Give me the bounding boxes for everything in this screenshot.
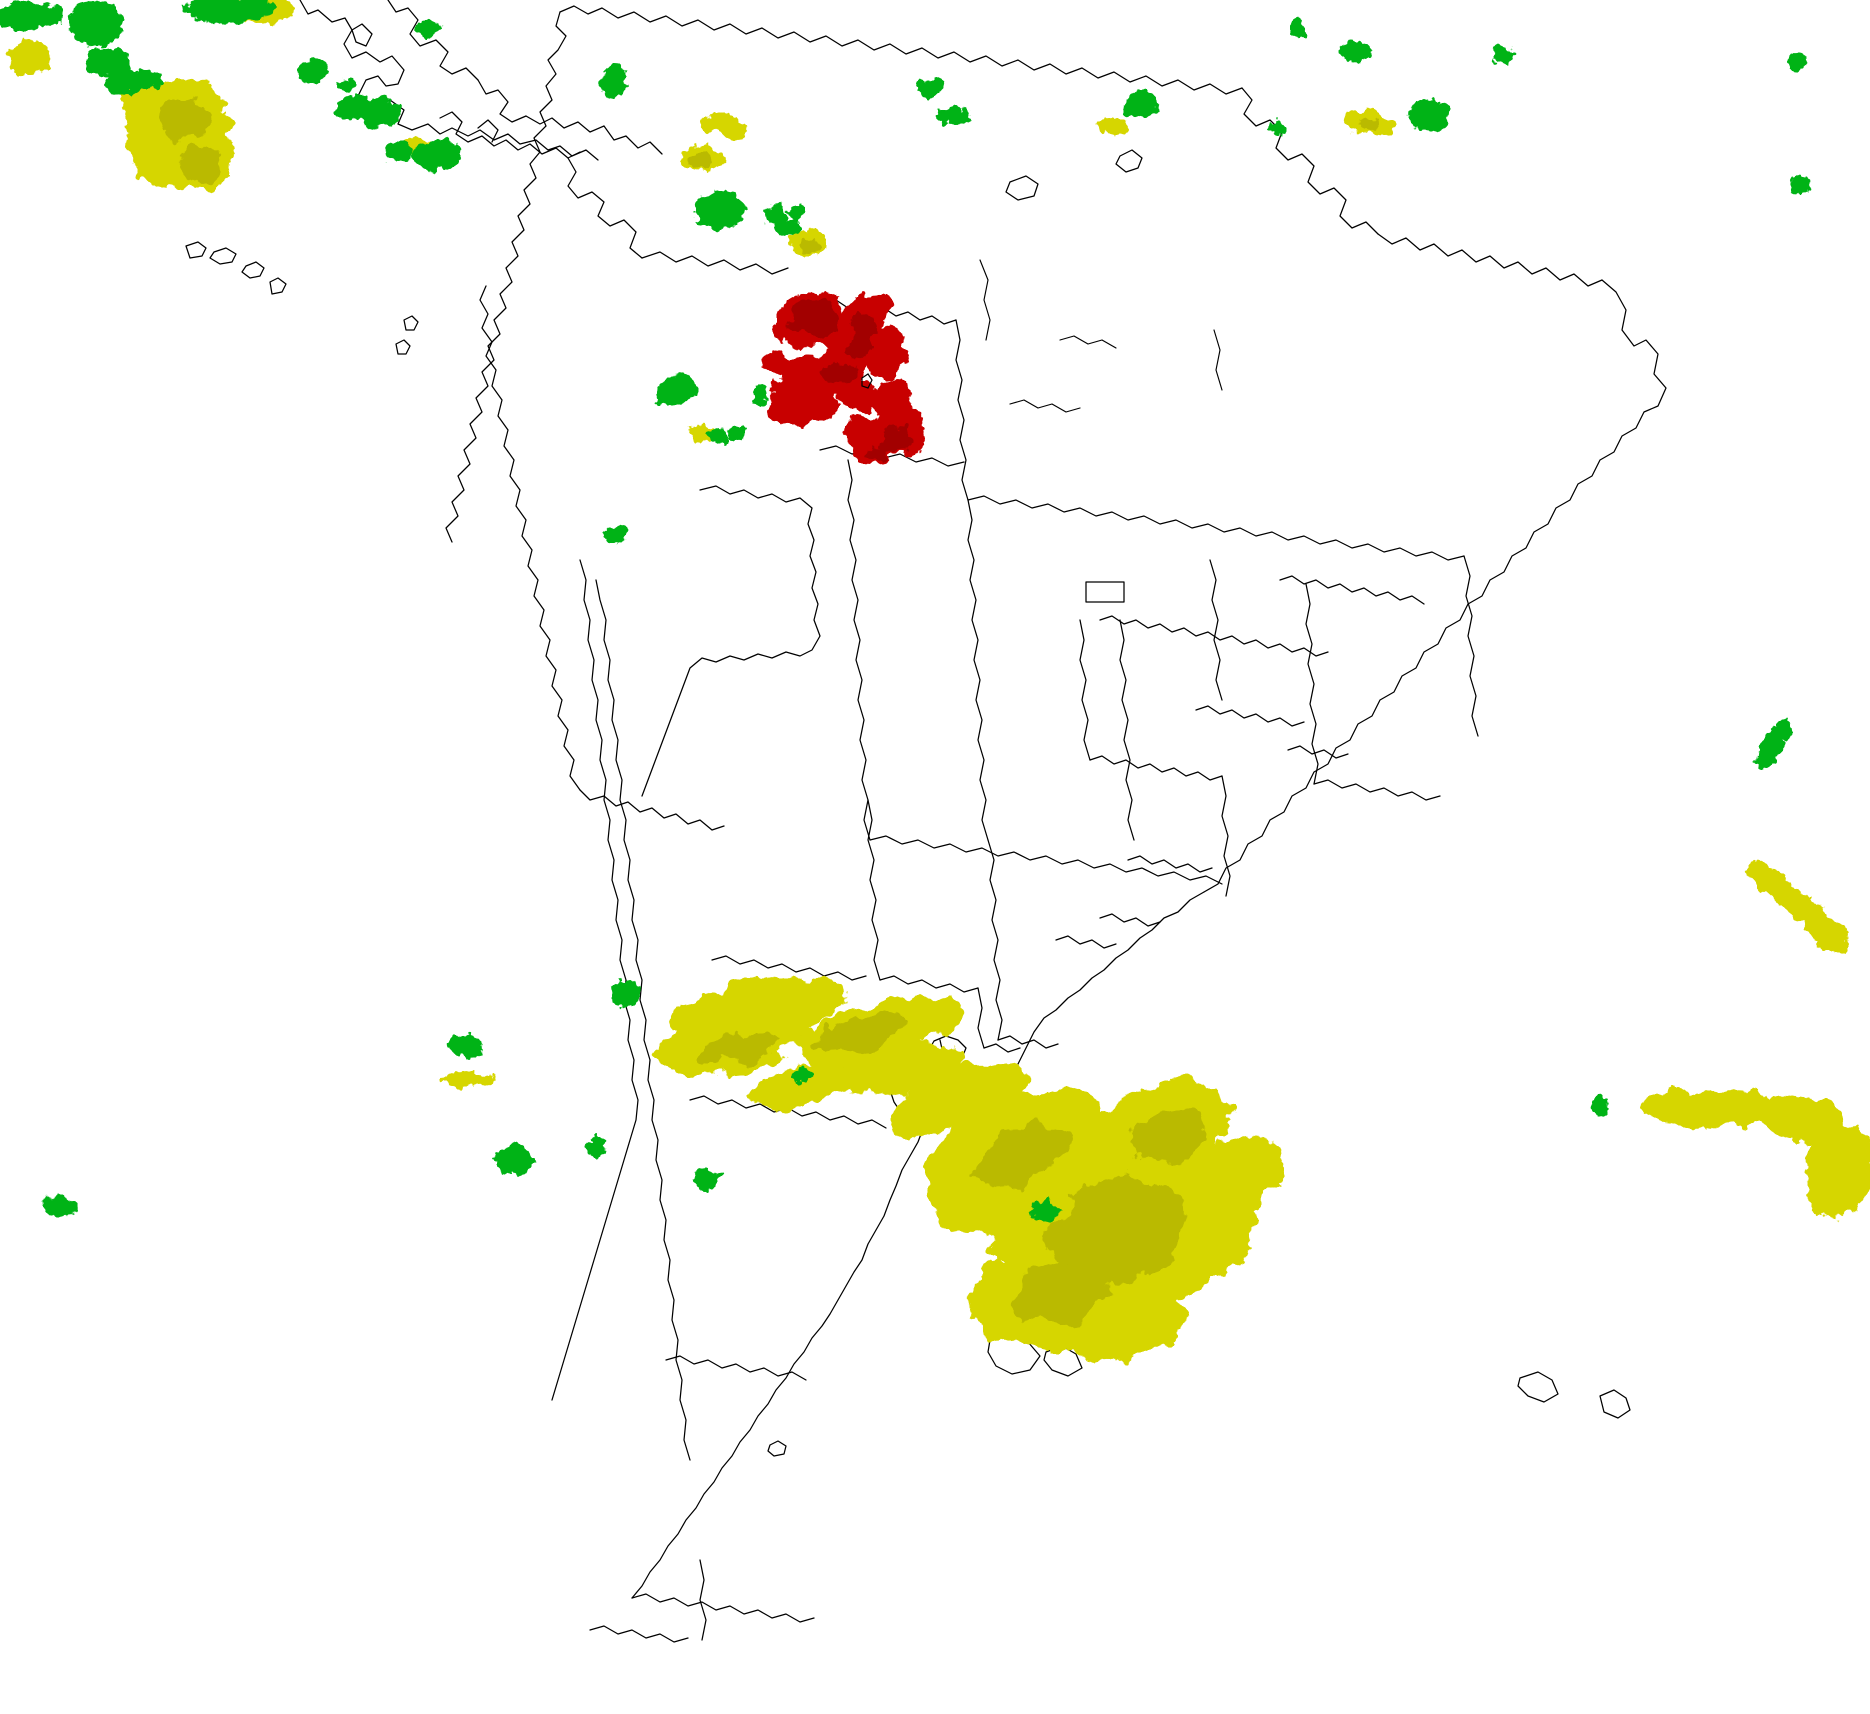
olive-dark-shading-layer	[160, 100, 1380, 1325]
state-border-layer	[979, 259, 1223, 413]
green-patch-layer	[0, 0, 1812, 1221]
red-patch-layer	[762, 290, 926, 466]
inner-lake-outline	[861, 373, 873, 389]
coastline-layer	[185, 0, 1667, 1643]
